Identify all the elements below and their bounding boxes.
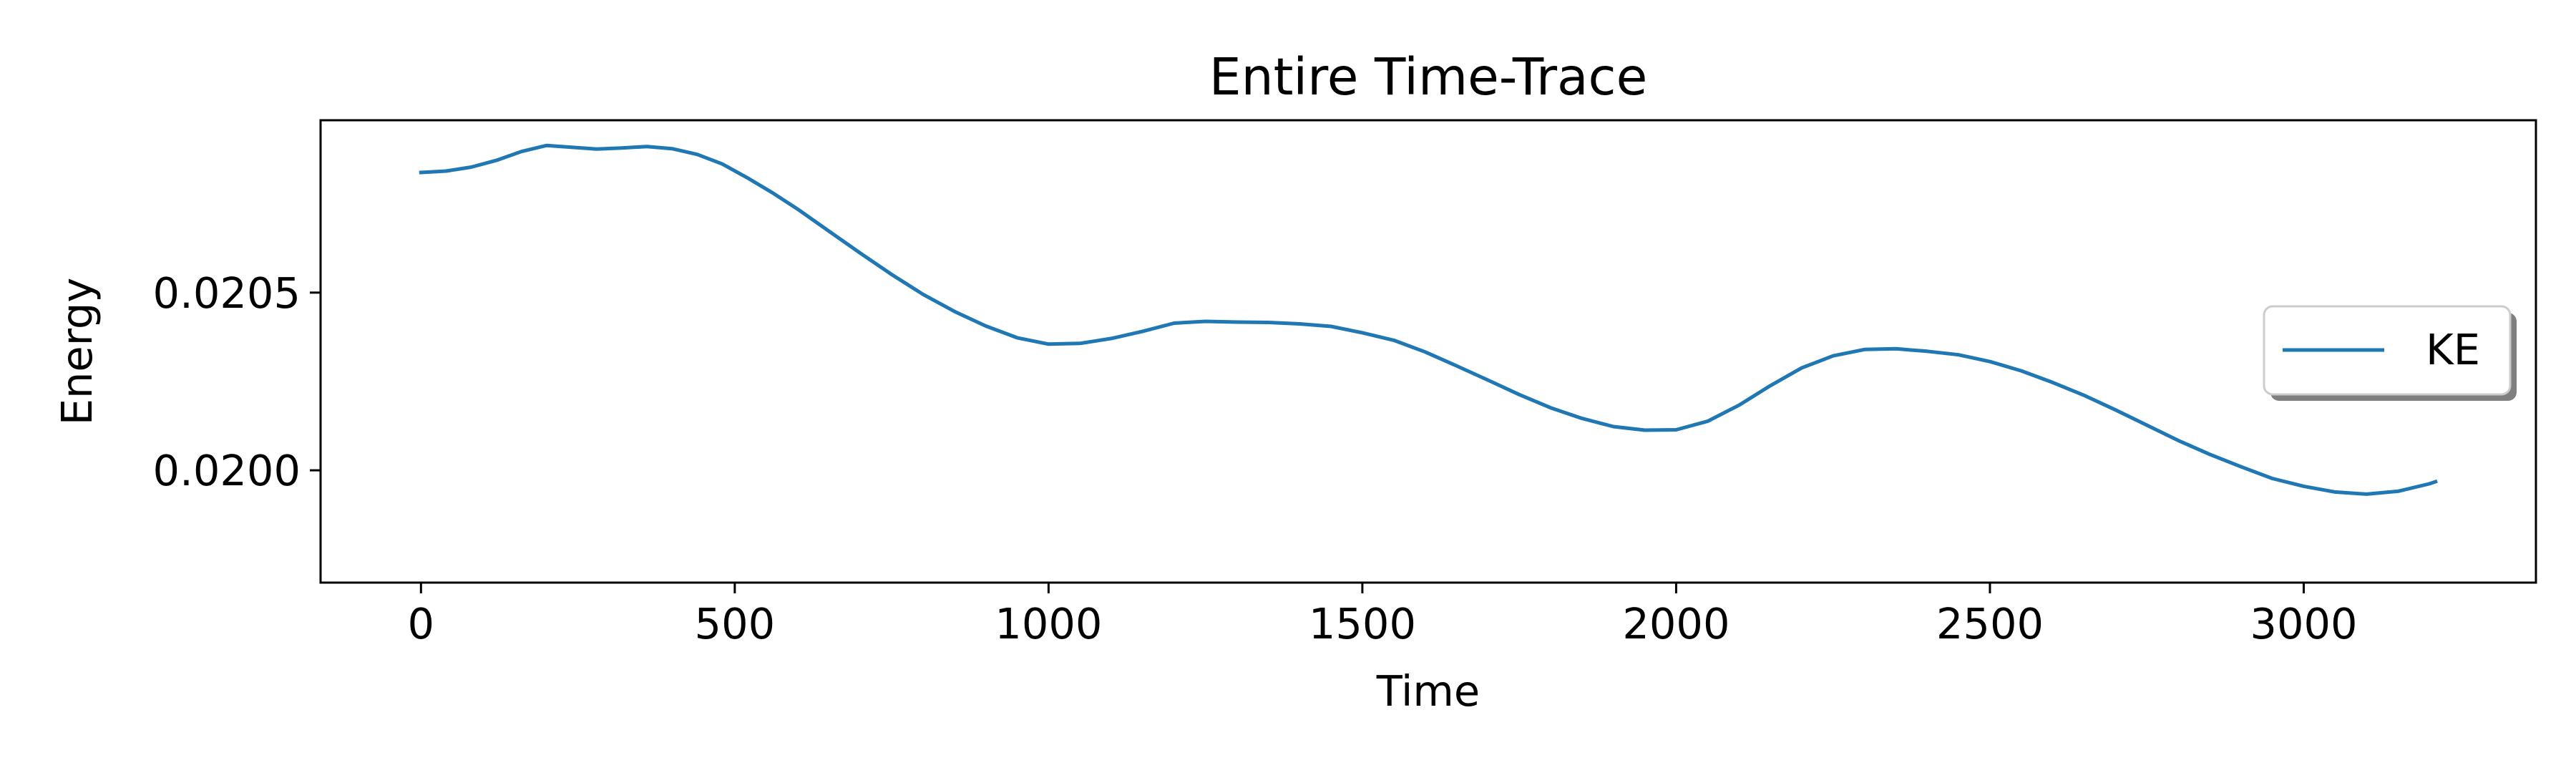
series-line-ke (419, 143, 2438, 496)
y-axis-title: Energy (52, 278, 102, 426)
x-tick-label: 0 (408, 599, 435, 648)
y-tick-label: 0.0200 (153, 446, 301, 495)
x-tick-label: 1500 (1309, 599, 1416, 648)
legend: KE (2263, 305, 2517, 401)
x-tick-label: 2500 (1936, 599, 2044, 648)
legend-box (2263, 305, 2512, 396)
chart-title: Entire Time-Trace (1209, 47, 1648, 107)
x-tick-label: 1000 (995, 599, 1102, 648)
y-axis-ticks: 0.0200 0.0205 (153, 268, 321, 495)
x-axis-ticks: 0 500 1000 1500 2000 2500 3000 (408, 583, 2358, 648)
y-tick-label: 0.0205 (153, 268, 301, 318)
series-layer (419, 143, 2438, 496)
plot-area-frame (319, 119, 2537, 584)
x-tick-label: 500 (695, 599, 776, 648)
x-tick-label: 2000 (1622, 599, 1729, 648)
x-tick-label: 3000 (2250, 599, 2357, 648)
x-axis-title: Time (1376, 666, 1480, 716)
legend-label-ke: KE (2426, 325, 2480, 374)
